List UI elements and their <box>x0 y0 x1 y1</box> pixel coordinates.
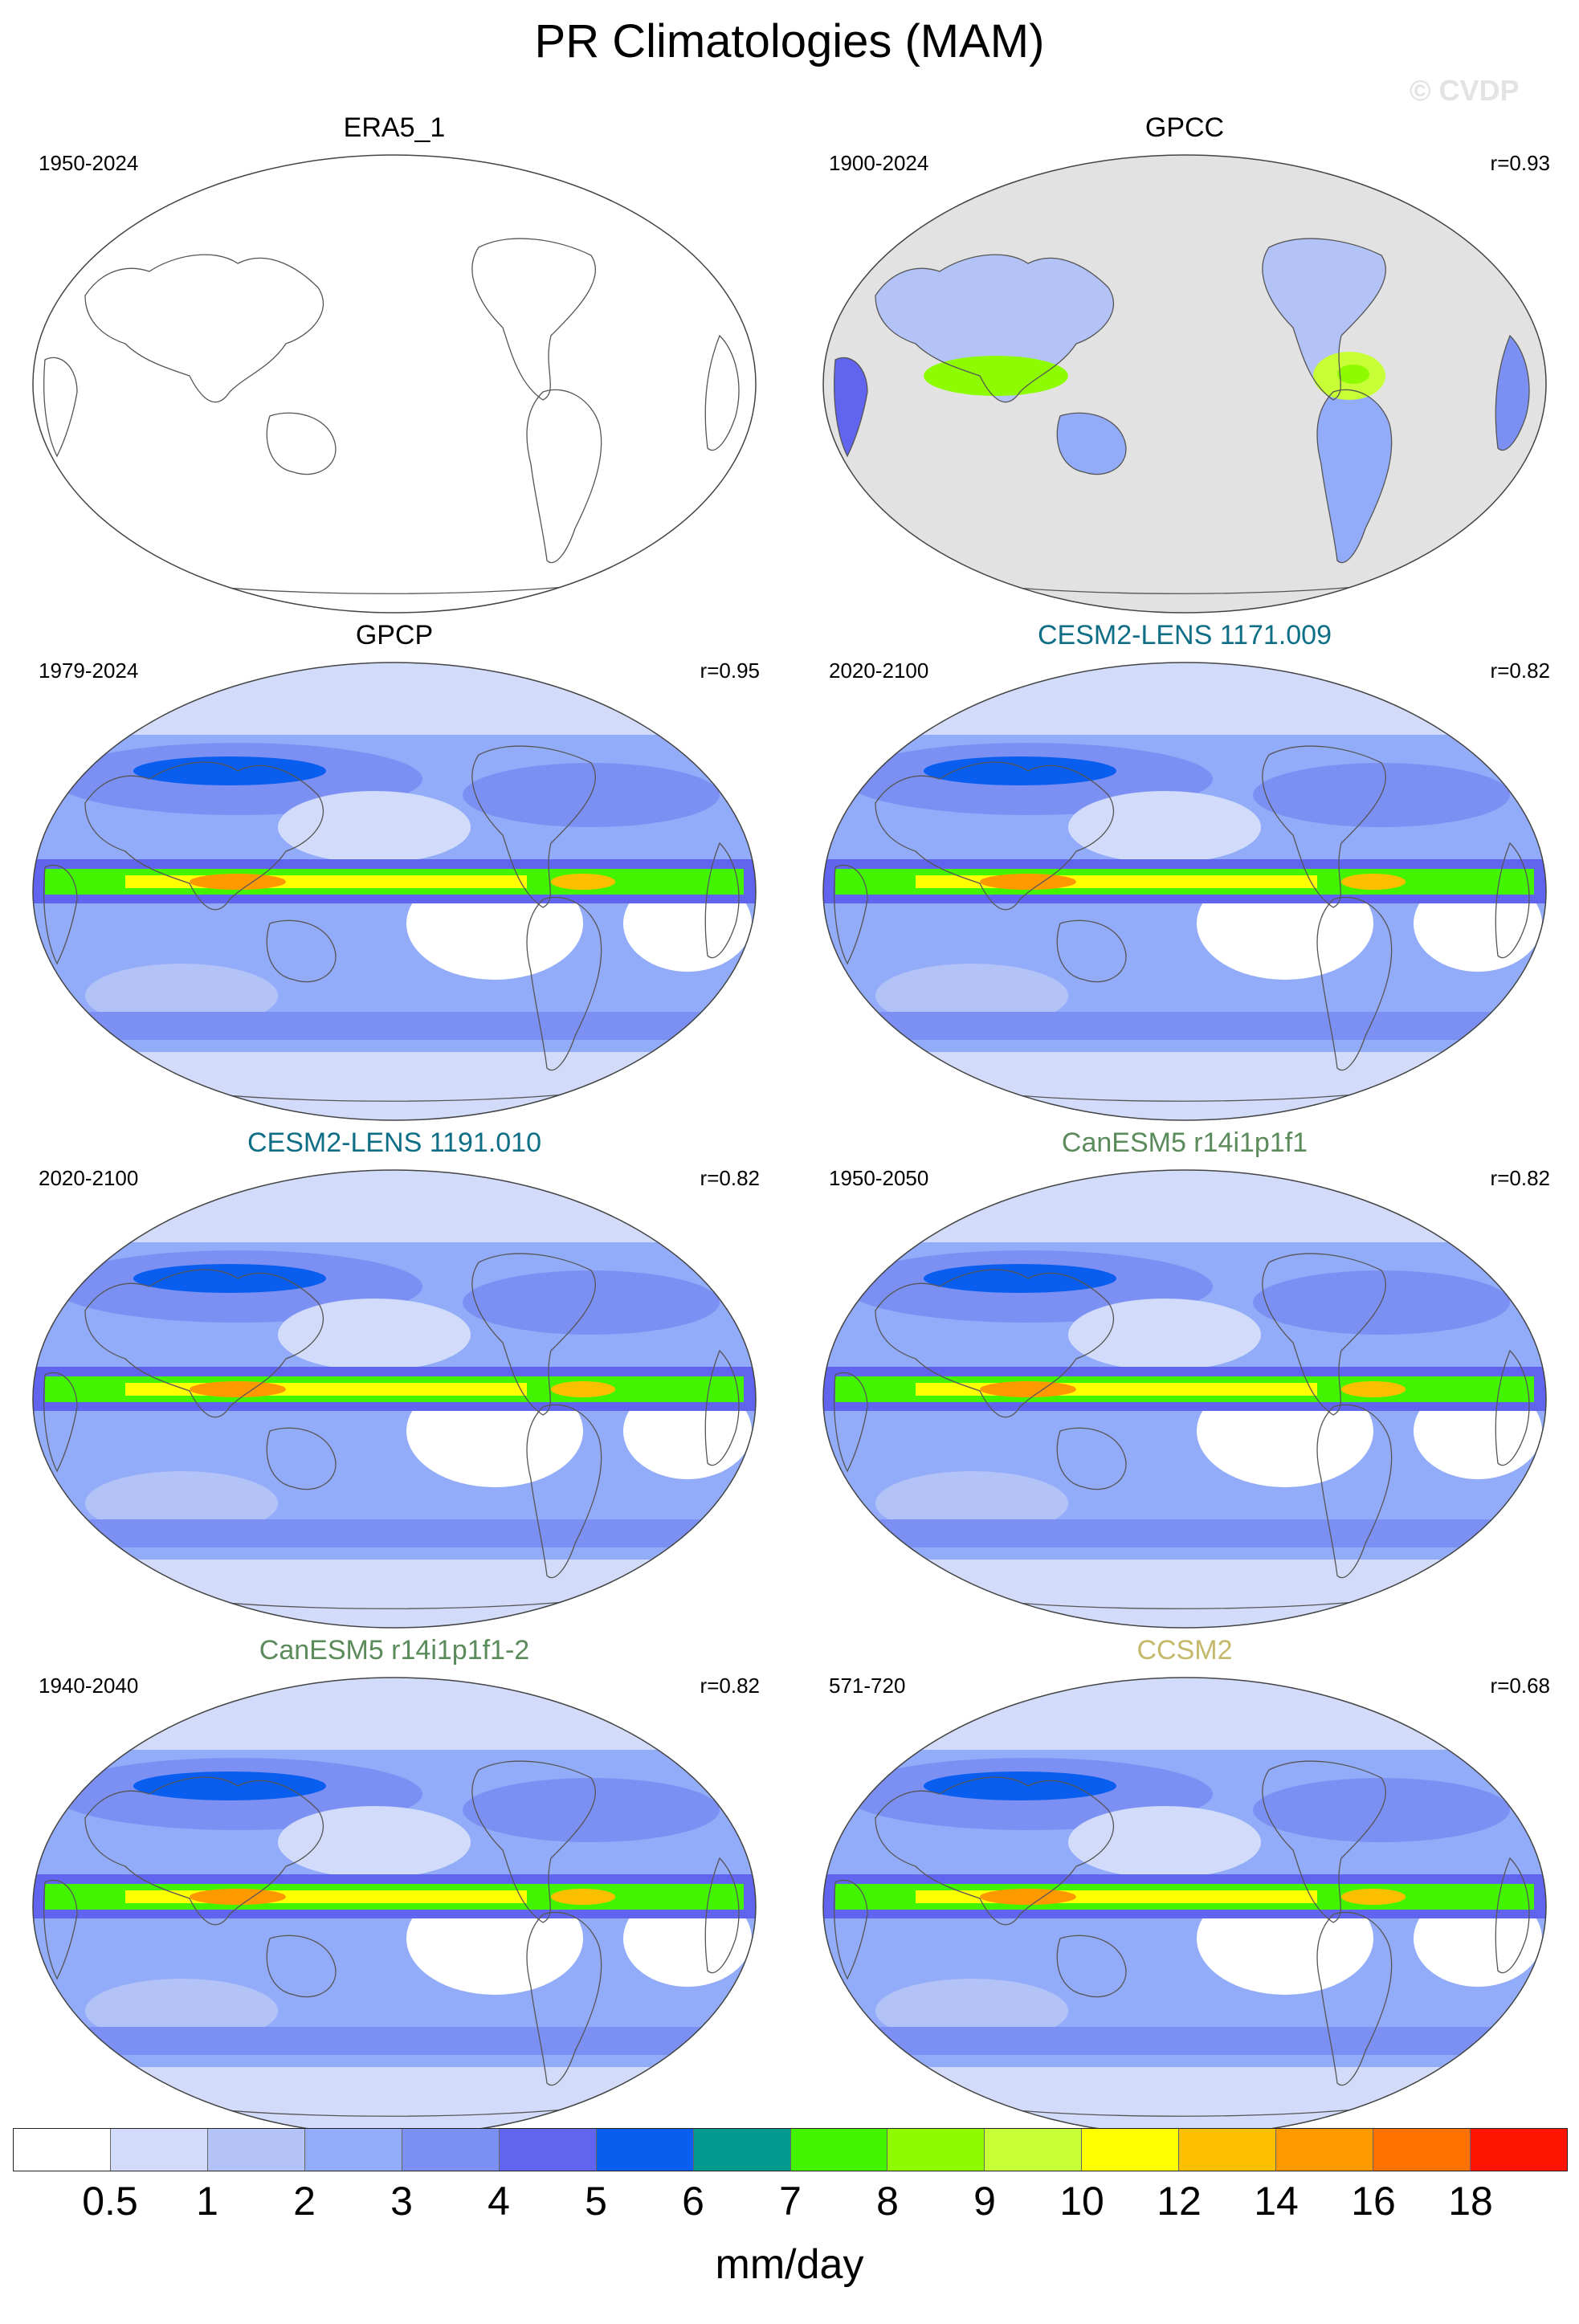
precipitation-map <box>822 1169 1547 1629</box>
colorbar-tick-label: 5 <box>585 2179 607 2224</box>
map-panel: GPCP 1979-2024 r=0.95 <box>29 620 760 1126</box>
colorbar-segment <box>1471 2129 1567 2171</box>
map-panel: CESM2-LENS 1171.009 2020-2100 r=0.82 <box>819 620 1550 1126</box>
colorbar-segment <box>1082 2129 1180 2171</box>
map-panel: CESM2-LENS 1191.010 2020-2100 r=0.82 <box>29 1127 760 1633</box>
panel-period: 1950-2050 <box>829 1166 929 1190</box>
colorbar-tick-label: 6 <box>682 2179 704 2224</box>
panel-correlation: r=0.82 <box>700 1674 760 1698</box>
colorbar-tick-label: 10 <box>1059 2179 1104 2224</box>
precipitation-map <box>822 154 1547 614</box>
panel-title: GPCC <box>1144 112 1225 143</box>
panel-period: 1979-2024 <box>39 658 139 683</box>
colorbar-segment <box>110 2129 208 2171</box>
colorbar-segment <box>14 2129 111 2171</box>
precipitation-map <box>32 1169 757 1629</box>
map-panel: GPCC 1900-2024 r=0.93 <box>819 112 1550 618</box>
colorbar-tick-label: 4 <box>488 2179 510 2224</box>
colorbar-tick-label: 16 <box>1351 2179 1396 2224</box>
precipitation-map <box>32 662 757 1121</box>
panel-title: CESM2-LENS 1171.009 <box>1037 620 1332 650</box>
precipitation-map <box>32 1677 757 2136</box>
colorbar-tick-label: 7 <box>779 2179 802 2224</box>
copyright-watermark: © CVDP <box>1410 74 1520 107</box>
colorbar-segment <box>304 2129 402 2171</box>
colorbar-tick-label: 8 <box>876 2179 899 2224</box>
panel-correlation: r=0.82 <box>1490 658 1550 683</box>
colorbar-segment <box>693 2129 791 2171</box>
colorbar-segment <box>596 2129 694 2171</box>
colorbar-units-label: mm/day <box>715 2241 864 2288</box>
panel-period: 2020-2100 <box>39 1166 139 1190</box>
colorbar-segment <box>1373 2129 1471 2171</box>
colorbar-tick-label: 12 <box>1157 2179 1202 2224</box>
colorbar <box>13 2128 1568 2171</box>
colorbar-segment <box>1276 2129 1374 2171</box>
panel-period: 2020-2100 <box>829 658 929 683</box>
colorbar-segment <box>402 2129 500 2171</box>
colorbar-segment <box>887 2129 985 2171</box>
map-panel: CanESM5 r14i1p1f1-2 1940-2040 r=0.82 <box>29 1635 760 2141</box>
panel-correlation: r=0.95 <box>700 658 760 683</box>
panel-title: ERA5_1 <box>343 112 446 143</box>
map-panel: ERA5_1 1950-2024 <box>29 112 760 618</box>
map-panel: CanESM5 r14i1p1f1 1950-2050 r=0.82 <box>819 1127 1550 1633</box>
colorbar-segment <box>499 2129 597 2171</box>
colorbar-tick-label: 9 <box>973 2179 996 2224</box>
colorbar-segment <box>1179 2129 1277 2171</box>
precipitation-map <box>822 662 1547 1121</box>
panel-correlation: r=0.82 <box>700 1166 760 1190</box>
panel-title: CESM2-LENS 1191.010 <box>247 1127 541 1158</box>
colorbar-segment <box>790 2129 888 2171</box>
panel-period: 571-720 <box>829 1674 906 1698</box>
panel-correlation: r=0.93 <box>1490 151 1550 175</box>
colorbar-tick-label: 1 <box>196 2179 218 2224</box>
panel-correlation: r=0.68 <box>1490 1674 1550 1698</box>
colorbar-segment <box>207 2129 305 2171</box>
panel-title: CanESM5 r14i1p1f1 <box>1061 1127 1308 1158</box>
panel-period: 1940-2040 <box>39 1674 139 1698</box>
panel-period: 1900-2024 <box>829 151 929 175</box>
map-panel: CCSM2 571-720 r=0.68 <box>819 1635 1550 2141</box>
colorbar-tick-label: 14 <box>1254 2179 1299 2224</box>
colorbar-tick-label: 0.5 <box>82 2179 138 2224</box>
colorbar-tick-labels: 0.5 1 2 3 4 5 6 7 8 9 10 12 14 16 18 <box>13 2178 1568 2226</box>
colorbar-tick-label: 3 <box>390 2179 413 2224</box>
figure-title: PR Climatologies (MAM) <box>534 15 1045 67</box>
colorbar-tick-label: 2 <box>293 2179 316 2224</box>
panel-title: GPCP <box>355 620 434 650</box>
panel-title: CCSM2 <box>1136 1635 1233 1666</box>
colorbar-segment <box>985 2129 1083 2171</box>
precipitation-map <box>822 1677 1547 2136</box>
panel-title: CanESM5 r14i1p1f1-2 <box>259 1635 530 1666</box>
panel-correlation: r=0.82 <box>1490 1166 1550 1190</box>
panel-period: 1950-2024 <box>39 151 139 175</box>
colorbar-tick-label: 18 <box>1448 2179 1493 2224</box>
precipitation-map <box>32 154 757 614</box>
